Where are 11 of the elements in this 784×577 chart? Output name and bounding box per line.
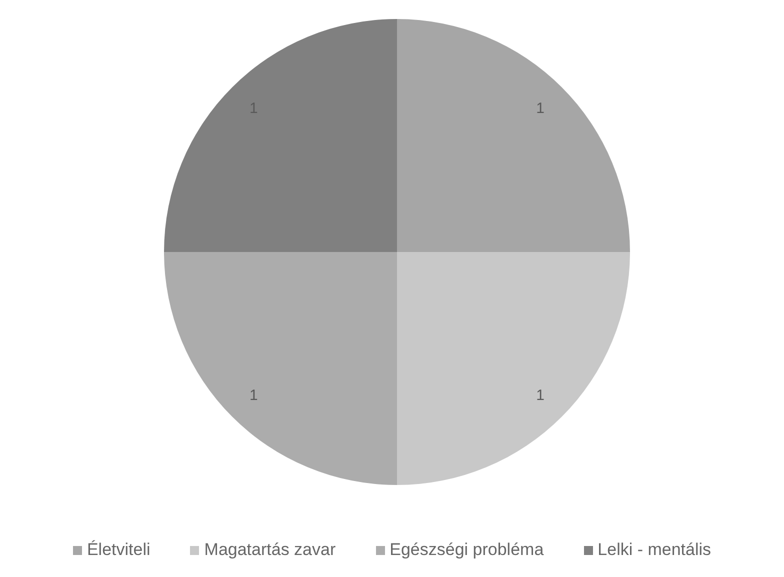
pie-slice [164,252,397,485]
data-label: 1 [249,386,258,404]
data-label: 1 [536,100,545,118]
pie-slice [397,252,630,485]
legend-label: Magatartás zavar [204,540,336,560]
pie-slice [397,19,630,252]
legend-label: Egészségi probléma [390,540,544,560]
legend-label: Lelki - mentális [598,540,712,560]
pie-slice [164,19,397,252]
legend-label: Életviteli [86,540,150,560]
data-label: 1 [536,386,545,404]
